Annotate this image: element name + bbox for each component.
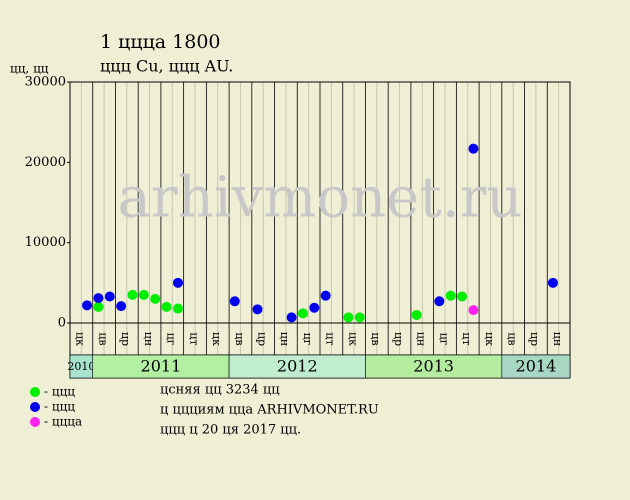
x-tick-label: цв xyxy=(506,332,519,345)
point xyxy=(150,293,161,304)
legend-marker xyxy=(30,387,40,397)
point xyxy=(138,289,149,300)
year-label: 2013 xyxy=(413,357,454,376)
point xyxy=(229,296,240,307)
y-tick-label: 30000 xyxy=(25,75,66,90)
point xyxy=(354,312,365,323)
legend-label: - ццц xyxy=(44,385,75,399)
x-tick-label: цг xyxy=(437,333,450,346)
x-tick-label: цк xyxy=(74,332,87,346)
point xyxy=(468,305,479,316)
x-tick-label: цр xyxy=(256,332,269,346)
point xyxy=(172,277,183,288)
x-tick-label: цг xyxy=(301,333,314,346)
point xyxy=(161,301,172,312)
y-tick-label: 10000 xyxy=(25,235,66,250)
point xyxy=(411,309,422,320)
point xyxy=(457,291,468,302)
x-tick-label: цн xyxy=(142,332,155,346)
point xyxy=(445,290,456,301)
note: ц ццциям ццa ARHIVMONET.RU xyxy=(160,403,379,418)
point xyxy=(320,290,331,301)
legend-marker xyxy=(30,417,40,427)
x-tick-label: цг xyxy=(165,333,178,346)
point xyxy=(297,308,308,319)
legend-label: - ццц xyxy=(44,400,75,414)
x-tick-label: цк xyxy=(346,332,359,346)
point xyxy=(116,301,127,312)
point xyxy=(93,293,104,304)
point xyxy=(343,312,354,323)
legend-label: - цццa xyxy=(44,415,82,429)
point xyxy=(434,296,445,307)
note: цcняя цц 3234 цц xyxy=(160,383,280,398)
point xyxy=(172,303,183,314)
year-label: 2010 xyxy=(67,360,95,373)
x-tick-label: цн xyxy=(551,332,564,346)
year-label: 2012 xyxy=(277,357,318,376)
note: ццц ц 20 ця 2017 цц. xyxy=(160,423,301,438)
point xyxy=(104,291,115,302)
y-tick-label: 0 xyxy=(58,316,66,331)
x-tick-label: цр xyxy=(528,332,541,346)
point xyxy=(252,304,263,315)
point xyxy=(82,300,93,311)
x-tick-label: цр xyxy=(119,332,132,346)
year-label: 2014 xyxy=(516,357,557,376)
year-cell xyxy=(501,354,571,379)
x-tick-label: цт xyxy=(187,332,200,345)
y-axis-label: цц, цц xyxy=(10,62,49,76)
point xyxy=(127,289,138,300)
x-tick-label: цк xyxy=(483,332,496,346)
x-tick-label: цт xyxy=(324,332,337,345)
x-tick-label: цн xyxy=(415,332,428,346)
x-tick-label: цк xyxy=(210,332,223,346)
x-tick-label: цв xyxy=(96,332,109,345)
x-tick-label: цн xyxy=(278,332,291,346)
x-tick-label: цр xyxy=(392,332,405,346)
chart-subtitle: ццц Cu, ццц AU. xyxy=(100,57,233,76)
y-tick-label: 20000 xyxy=(25,155,66,170)
point xyxy=(547,277,558,288)
x-tick-label: цв xyxy=(233,332,246,345)
point xyxy=(93,301,104,312)
point xyxy=(286,312,297,323)
point xyxy=(309,302,320,313)
legend-marker xyxy=(30,402,40,412)
chart-title: 1 ццца 1800 xyxy=(100,31,221,53)
x-tick-label: цт xyxy=(460,332,473,345)
year-label: 2011 xyxy=(141,357,182,376)
point xyxy=(468,143,479,154)
watermark: arhivmonet.ru xyxy=(118,166,523,231)
x-tick-label: цв xyxy=(369,332,382,345)
